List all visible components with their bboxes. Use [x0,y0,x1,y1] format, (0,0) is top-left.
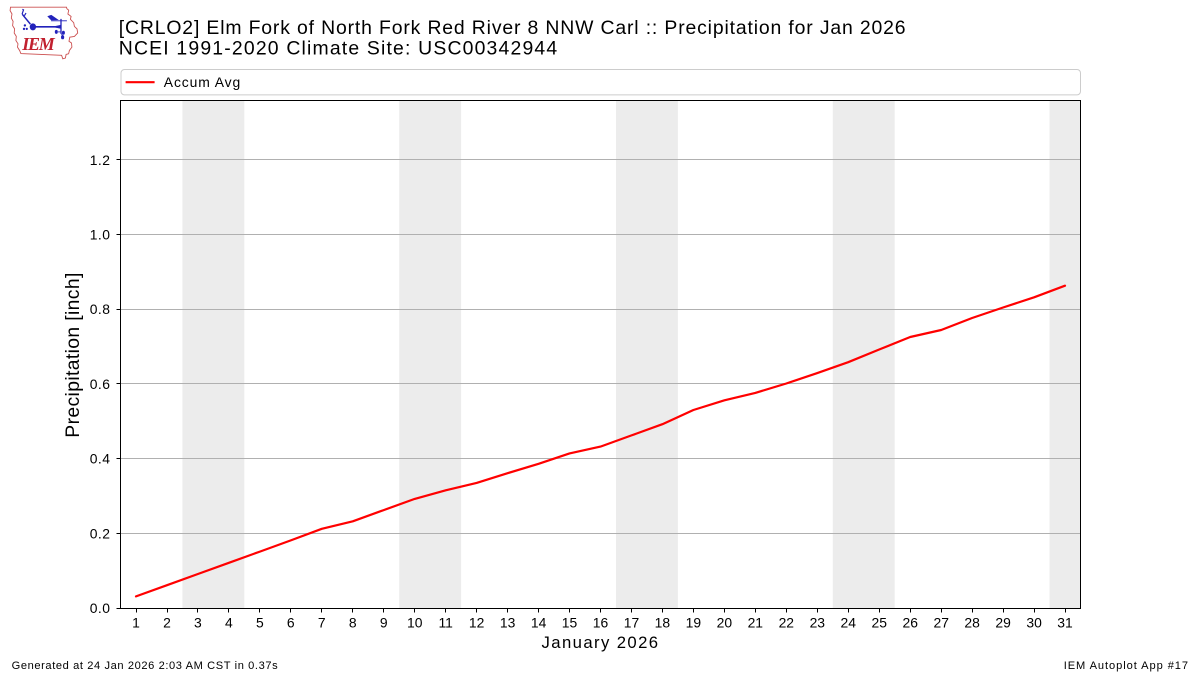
svg-text:January 2026: January 2026 [542,633,660,652]
svg-text:25: 25 [871,615,887,631]
svg-text:11: 11 [438,615,453,631]
svg-text:Accum Avg: Accum Avg [164,74,241,90]
svg-text:21: 21 [748,615,764,631]
svg-text:Generated at 24 Jan 2026 2:03: Generated at 24 Jan 2026 2:03 AM CST in … [12,660,279,672]
svg-text:18: 18 [655,615,671,631]
svg-text:6: 6 [287,615,295,631]
svg-text:12: 12 [469,615,485,631]
svg-text:1.2: 1.2 [90,152,111,168]
svg-text:1.0: 1.0 [90,227,111,243]
svg-text:24: 24 [840,615,856,631]
svg-text:9: 9 [380,615,388,631]
svg-text:[CRLO2] Elm Fork of North Fork: [CRLO2] Elm Fork of North Fork Red River… [119,17,907,39]
svg-text:27: 27 [933,615,949,631]
svg-text:0.6: 0.6 [90,376,111,392]
svg-text:19: 19 [686,615,702,631]
svg-text:16: 16 [593,615,609,631]
svg-text:0.8: 0.8 [90,301,111,317]
svg-text:26: 26 [902,615,918,631]
svg-text:15: 15 [562,615,578,631]
svg-text:28: 28 [964,615,980,631]
svg-text:14: 14 [531,615,547,631]
svg-text:22: 22 [779,615,795,631]
svg-text:20: 20 [717,615,733,631]
svg-text:0.2: 0.2 [90,525,111,541]
svg-text:17: 17 [624,615,640,631]
svg-text:0.4: 0.4 [90,451,111,467]
svg-text:IEM Autoplot App #17: IEM Autoplot App #17 [1064,660,1189,672]
svg-text:8: 8 [349,615,357,631]
svg-text:7: 7 [318,615,326,631]
svg-text:5: 5 [256,615,264,631]
svg-text:1: 1 [132,615,140,631]
svg-text:23: 23 [810,615,826,631]
svg-text:NCEI 1991-2020 Climate Site: U: NCEI 1991-2020 Climate Site: USC00342944 [119,38,559,60]
svg-text:2: 2 [163,615,171,631]
svg-text:IEM: IEM [21,34,55,54]
svg-text:Precipitation [inch]: Precipitation [inch] [62,272,84,437]
svg-text:31: 31 [1057,615,1073,631]
svg-text:4: 4 [225,615,233,631]
svg-text:30: 30 [1026,615,1042,631]
svg-text:10: 10 [407,615,423,631]
svg-text:29: 29 [995,615,1011,631]
svg-text:3: 3 [194,615,202,631]
svg-text:13: 13 [500,615,516,631]
svg-text:0.0: 0.0 [90,600,111,616]
